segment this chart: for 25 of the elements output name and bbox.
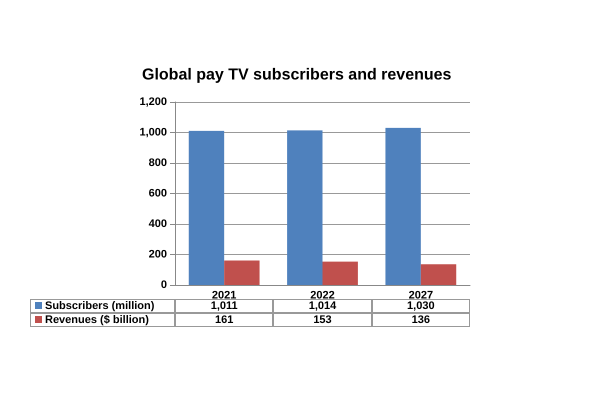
- x-tick-label: 2022: [310, 290, 335, 302]
- x-tick-label: 2021: [212, 290, 236, 302]
- data-label: 1,030: [372, 299, 470, 313]
- y-tick-label: 600: [148, 188, 167, 200]
- legend-label: Revenues ($ billion): [45, 314, 149, 326]
- bar: [224, 260, 260, 285]
- y-tick-label: 1,000: [139, 126, 167, 138]
- bar: [287, 130, 322, 285]
- data-label: 161: [175, 313, 274, 327]
- bar: [322, 262, 358, 285]
- legend-label: Subscribers (million): [45, 300, 154, 312]
- data-label: 153: [273, 313, 372, 327]
- data-label: 1,014: [273, 299, 372, 313]
- chart-title: Global pay TV subscribers and revenues: [142, 66, 452, 84]
- data-label: 1,011: [175, 299, 274, 313]
- y-tick-label: 400: [148, 218, 167, 230]
- y-tick-label: 800: [148, 157, 167, 169]
- y-tick-label: 0: [160, 279, 167, 291]
- bar: [420, 264, 456, 285]
- bar: [188, 130, 224, 285]
- y-tick-label: 200: [148, 248, 167, 260]
- data-label: 136: [372, 313, 470, 327]
- y-tick-label: 1,200: [139, 96, 167, 108]
- x-tick-label: 2027: [408, 290, 434, 302]
- bar: [385, 128, 421, 285]
